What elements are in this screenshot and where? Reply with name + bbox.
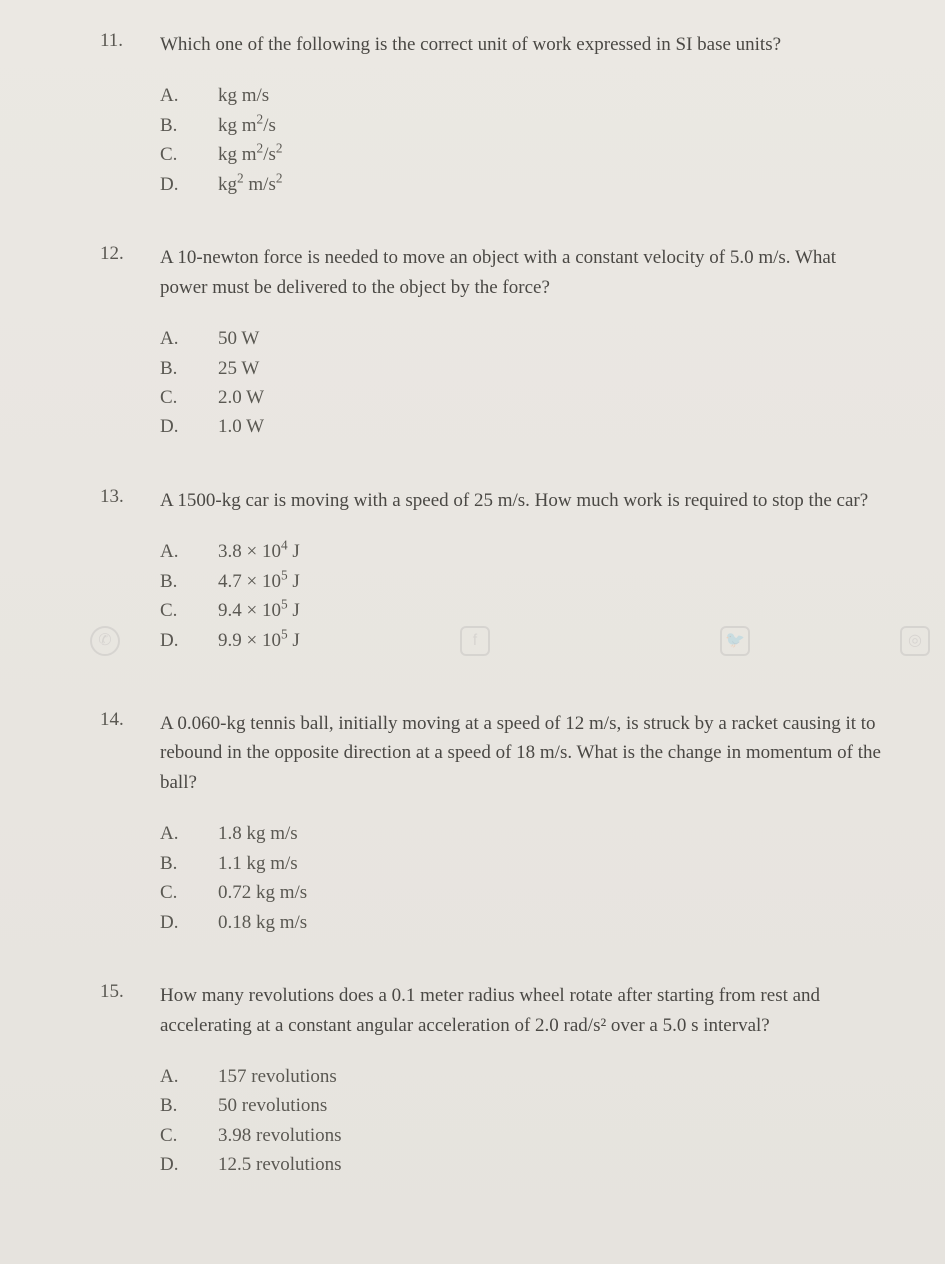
option-letter: D. <box>160 626 218 655</box>
option-b: B. 4.7 × 105 J <box>160 567 885 596</box>
option-letter: A. <box>160 324 218 353</box>
option-a: A. 3.8 × 104 J <box>160 537 885 566</box>
option-text: 0.18 kg m/s <box>218 908 307 937</box>
option-text: 1.8 kg m/s <box>218 819 298 848</box>
option-text: kg2 m/s2 <box>218 170 283 199</box>
question-number: 15. <box>100 981 160 1003</box>
question-text: A 0.060-kg tennis ball, initially moving… <box>160 709 885 797</box>
option-letter: A. <box>160 819 218 848</box>
option-letter: B. <box>160 1091 218 1120</box>
option-c: C. 0.72 kg m/s <box>160 878 885 907</box>
option-letter: D. <box>160 1150 218 1179</box>
option-letter: A. <box>160 1062 218 1091</box>
question-text: How many revolutions does a 0.1 meter ra… <box>160 981 885 1040</box>
option-text: kg m2/s2 <box>218 140 283 169</box>
option-letter: D. <box>160 412 218 441</box>
option-text: 0.72 kg m/s <box>218 878 307 907</box>
options-list: A. 50 W B. 25 W C. 2.0 W D. 1.0 W <box>160 324 885 442</box>
question-15: 15. How many revolutions does a 0.1 mete… <box>100 981 885 1180</box>
option-b: B. 50 revolutions <box>160 1091 885 1120</box>
option-a: A. 1.8 kg m/s <box>160 819 885 848</box>
option-d: D. 1.0 W <box>160 412 885 441</box>
option-a: A. 50 W <box>160 324 885 353</box>
option-letter: B. <box>160 354 218 383</box>
option-letter: C. <box>160 878 218 907</box>
option-text: 1.0 W <box>218 412 264 441</box>
option-letter: D. <box>160 908 218 937</box>
option-b: B. kg m2/s <box>160 111 885 140</box>
option-letter: B. <box>160 849 218 878</box>
question-11: 11. Which one of the following is the co… <box>100 30 885 199</box>
option-letter: B. <box>160 567 218 596</box>
watermark-twitter-icon: 🐦 <box>720 626 750 656</box>
watermark-instagram-icon: ◎ <box>900 626 930 656</box>
option-d: D. 9.9 × 105 J ✆ f 🐦 ◎ <box>160 626 885 655</box>
question-number: 14. <box>100 709 160 731</box>
option-letter: C. <box>160 1121 218 1150</box>
question-13: 13. A 1500-kg car is moving with a speed… <box>100 486 885 655</box>
option-c: C. kg m2/s2 <box>160 140 885 169</box>
option-letter: C. <box>160 140 218 169</box>
question-number: 13. <box>100 486 160 508</box>
option-letter: B. <box>160 111 218 140</box>
option-text: 9.4 × 105 J <box>218 596 300 625</box>
option-c: C. 2.0 W <box>160 383 885 412</box>
option-letter: D. <box>160 170 218 199</box>
option-d: D. kg2 m/s2 <box>160 170 885 199</box>
option-text: 12.5 revolutions <box>218 1150 342 1179</box>
option-text: 25 W <box>218 354 259 383</box>
option-text: 9.9 × 105 J <box>218 626 300 655</box>
option-text: 157 revolutions <box>218 1062 337 1091</box>
option-text: 50 W <box>218 324 259 353</box>
option-text: 50 revolutions <box>218 1091 327 1120</box>
option-d: D. 0.18 kg m/s <box>160 908 885 937</box>
option-text: 2.0 W <box>218 383 264 412</box>
option-letter: A. <box>160 537 218 566</box>
option-letter: C. <box>160 383 218 412</box>
option-d: D. 12.5 revolutions <box>160 1150 885 1179</box>
option-letter: C. <box>160 596 218 625</box>
option-c: C. 9.4 × 105 J <box>160 596 885 625</box>
question-12: 12. A 10-newton force is needed to move … <box>100 243 885 442</box>
watermark-facebook-icon: f <box>460 626 490 656</box>
option-a: A. 157 revolutions <box>160 1062 885 1091</box>
watermark-phone-icon: ✆ <box>90 626 120 656</box>
option-a: A. kg m/s <box>160 81 885 110</box>
option-b: B. 1.1 kg m/s <box>160 849 885 878</box>
question-text: A 1500-kg car is moving with a speed of … <box>160 486 885 515</box>
question-14: 14. A 0.060-kg tennis ball, initially mo… <box>100 709 885 937</box>
option-text: kg m2/s <box>218 111 276 140</box>
question-text: Which one of the following is the correc… <box>160 30 885 59</box>
options-list: A. 3.8 × 104 J B. 4.7 × 105 J C. 9.4 × 1… <box>160 537 885 655</box>
option-text: 3.8 × 104 J <box>218 537 300 566</box>
option-text: kg m/s <box>218 81 269 110</box>
option-text: 3.98 revolutions <box>218 1121 342 1150</box>
option-text: 4.7 × 105 J <box>218 567 300 596</box>
options-list: A. 157 revolutions B. 50 revolutions C. … <box>160 1062 885 1180</box>
options-list: A. 1.8 kg m/s B. 1.1 kg m/s C. 0.72 kg m… <box>160 819 885 937</box>
page: 11. Which one of the following is the co… <box>0 0 945 1264</box>
option-letter: A. <box>160 81 218 110</box>
option-text: 1.1 kg m/s <box>218 849 298 878</box>
option-c: C. 3.98 revolutions <box>160 1121 885 1150</box>
options-list: A. kg m/s B. kg m2/s C. kg m2/s2 D. kg2 … <box>160 81 885 199</box>
question-text: A 10-newton force is needed to move an o… <box>160 243 885 302</box>
question-number: 11. <box>100 30 160 52</box>
option-b: B. 25 W <box>160 354 885 383</box>
question-number: 12. <box>100 243 160 265</box>
